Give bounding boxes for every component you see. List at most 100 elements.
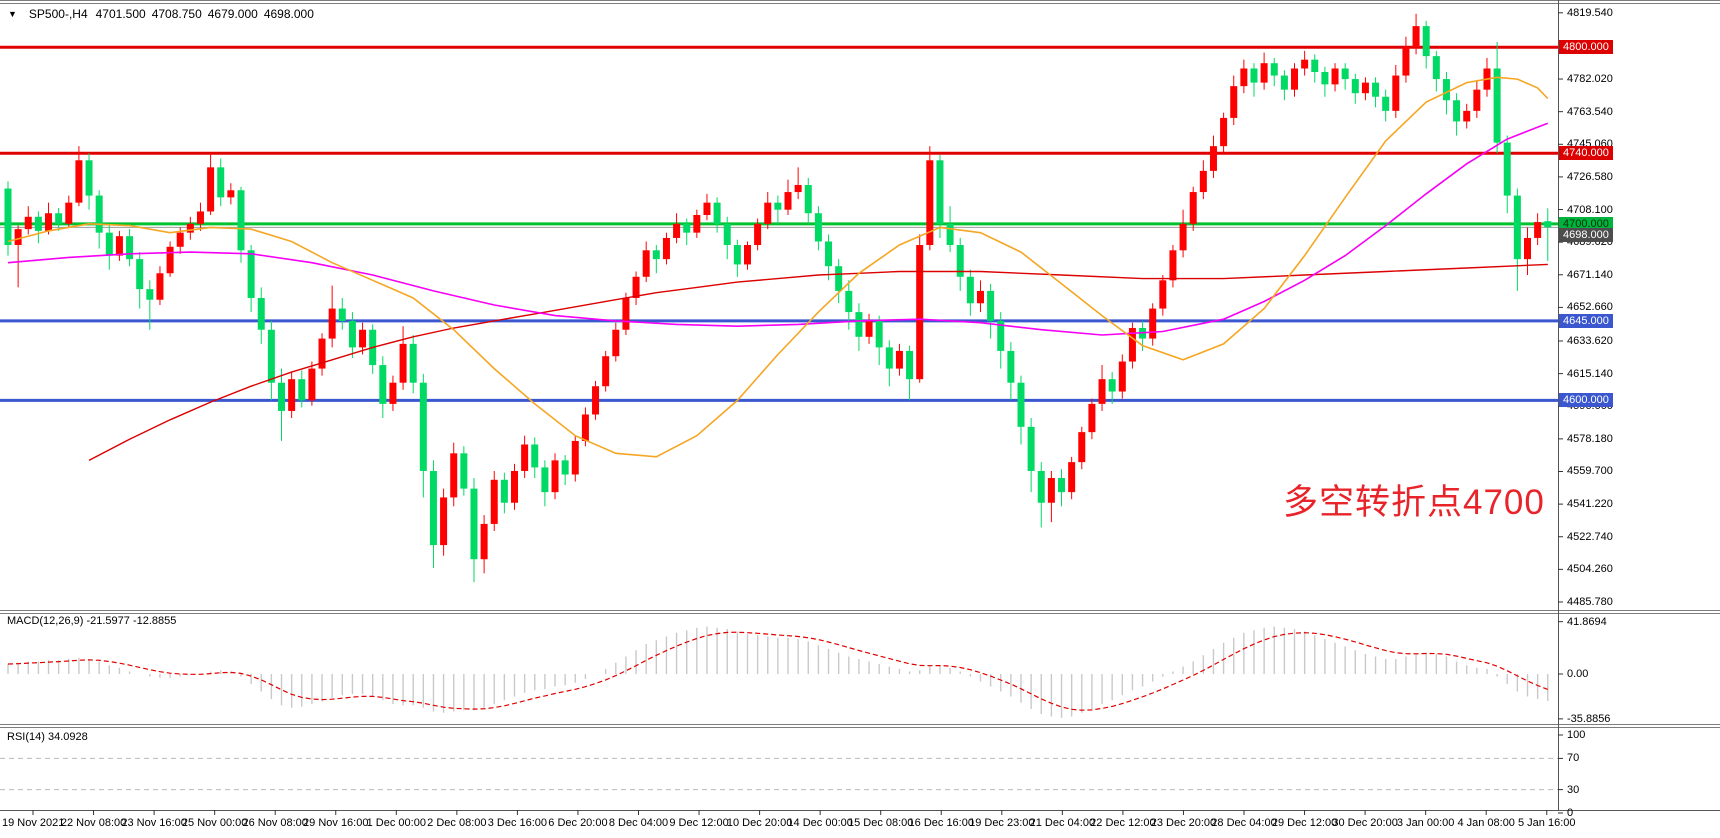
time-axis-label[interactable]: 19 Dec 23:00 xyxy=(969,817,1035,829)
candle-body xyxy=(561,460,569,475)
candle-body xyxy=(1473,89,1481,111)
price-axis-label: 4819.540 xyxy=(1567,6,1613,19)
time-axis-label[interactable]: 23 Nov 16:00 xyxy=(121,817,187,829)
price-level-box[interactable]: 4740.000 xyxy=(1559,146,1613,161)
candle-body xyxy=(338,308,346,321)
time-axis-label[interactable]: 29 Dec 12:00 xyxy=(1271,817,1338,829)
time-axis-label[interactable]: 5 Jan 16:00 xyxy=(1518,817,1576,829)
candle-body xyxy=(733,245,741,265)
candle-body xyxy=(1179,223,1187,251)
symbol-header[interactable]: ▼ SP500-,H4 4701.500 4708.750 4679.000 4… xyxy=(8,7,314,21)
time-axis-label[interactable]: 22 Nov 08:00 xyxy=(60,817,127,829)
price-level-box[interactable]: 4698.000 xyxy=(1559,228,1613,243)
chart-annotation-text[interactable]: 多空转折点4700 xyxy=(1283,483,1545,522)
time-axis-label[interactable]: 3 Dec 16:00 xyxy=(487,817,548,829)
price-level-box[interactable]: 4700.000 xyxy=(1559,216,1613,231)
candle-body xyxy=(1331,68,1339,85)
candle-body xyxy=(966,276,974,304)
ohlc-high: 4708.750 xyxy=(151,7,202,21)
price-axis-label: 4615.140 xyxy=(1567,367,1613,380)
candle-body xyxy=(1037,470,1045,503)
candle-body xyxy=(754,223,762,246)
candle-body xyxy=(1027,426,1035,471)
candle-body xyxy=(136,259,144,290)
candle-body xyxy=(379,365,387,404)
symbol-timeframe-label: SP500-,H4 xyxy=(28,7,88,21)
candle-body xyxy=(521,444,529,471)
candle-body xyxy=(1412,26,1420,48)
time-axis-label[interactable]: 22 Dec 12:00 xyxy=(1090,817,1156,829)
time-axis-label[interactable]: 1 Dec 00:00 xyxy=(366,817,426,829)
candle-body xyxy=(460,453,468,489)
time-axis-label[interactable]: 23 Dec 20:00 xyxy=(1150,817,1217,829)
rsi-axis-label: 30 xyxy=(1567,783,1580,796)
time-axis-label[interactable]: 16 Dec 16:00 xyxy=(908,817,974,829)
candle-body xyxy=(764,202,772,224)
candle-body xyxy=(14,229,22,246)
candle-body xyxy=(75,160,83,203)
time-axis-label[interactable]: 3 Jan 00:00 xyxy=(1396,817,1455,829)
time-axis-label[interactable]: 30 Dec 20:00 xyxy=(1332,817,1398,829)
candle-body xyxy=(531,444,539,468)
candle-body xyxy=(1128,327,1136,362)
time-axis-label[interactable]: 6 Dec 20:00 xyxy=(548,817,608,829)
candle-body xyxy=(409,343,417,383)
candle-body xyxy=(622,297,630,330)
candle-body xyxy=(1280,75,1288,90)
price-level-box[interactable]: 4800.000 xyxy=(1559,40,1613,55)
time-axis-label[interactable]: 19 Nov 2021 xyxy=(2,817,65,829)
candle-body xyxy=(85,160,93,196)
time-axis-label[interactable]: 29 Nov 16:00 xyxy=(303,817,369,829)
rsi-indicator-label: RSI(14) 34.0928 xyxy=(7,731,88,743)
time-axis-label[interactable]: 26 Nov 08:00 xyxy=(242,817,308,829)
candle-body xyxy=(652,250,660,260)
candle-body xyxy=(1534,222,1542,238)
candle-body xyxy=(1209,146,1217,171)
time-axis-label[interactable]: 15 Dec 08:00 xyxy=(847,817,914,829)
candle-body xyxy=(895,350,903,369)
price-axis-label: 4633.620 xyxy=(1567,335,1613,347)
candle-body xyxy=(1453,100,1461,122)
candle-body xyxy=(845,290,853,313)
candle-body xyxy=(743,245,751,265)
candle-body xyxy=(511,470,518,503)
price-axis-label: 4671.140 xyxy=(1567,268,1613,281)
time-axis-label[interactable]: 14 Dec 00:00 xyxy=(787,817,853,829)
candle-body xyxy=(1230,86,1238,118)
candle-body xyxy=(146,289,154,300)
time-axis-label[interactable]: 8 Dec 04:00 xyxy=(608,817,669,829)
candle-body xyxy=(186,223,194,233)
time-axis-label[interactable]: 2 Dec 08:00 xyxy=(427,817,487,829)
price-level-box[interactable]: 4645.000 xyxy=(1559,313,1613,328)
candle-body xyxy=(1422,26,1430,57)
candle-body xyxy=(207,167,215,212)
candle-body xyxy=(389,382,397,404)
candle-body xyxy=(1199,170,1207,193)
time-axis-label[interactable]: 28 Dec 04:00 xyxy=(1211,817,1277,829)
price-axis-label: 4485.780 xyxy=(1567,595,1613,608)
triangle-down-icon[interactable]: ▼ xyxy=(8,9,17,19)
time-axis-label[interactable]: 25 Nov 00:00 xyxy=(181,817,248,829)
time-axis-label[interactable]: 10 Dec 20:00 xyxy=(726,817,793,829)
time-axis-label[interactable]: 4 Jan 08:00 xyxy=(1457,817,1515,829)
candle-body xyxy=(115,236,123,256)
macd-axis-label: 0.00 xyxy=(1567,668,1589,680)
candle-body xyxy=(1088,403,1096,433)
price-axis-label: 4782.020 xyxy=(1567,73,1613,86)
candle-body xyxy=(581,414,589,441)
candle-body xyxy=(156,273,164,300)
candle-body xyxy=(1392,75,1400,111)
candle-body xyxy=(865,320,873,337)
candle-body xyxy=(1442,79,1450,101)
rsi-axis-label: 100 xyxy=(1567,729,1586,741)
macd-signal-line xyxy=(7,631,1549,711)
candles-layer xyxy=(4,13,1552,583)
time-axis-label[interactable]: 21 Dec 04:00 xyxy=(1029,817,1096,829)
candle-body xyxy=(926,160,934,246)
candle-body xyxy=(480,523,488,560)
candle-body xyxy=(683,223,691,233)
price-level-box[interactable]: 4600.000 xyxy=(1559,393,1613,408)
candle-body xyxy=(662,237,670,260)
time-axis-label[interactable]: 9 Dec 12:00 xyxy=(669,817,729,829)
